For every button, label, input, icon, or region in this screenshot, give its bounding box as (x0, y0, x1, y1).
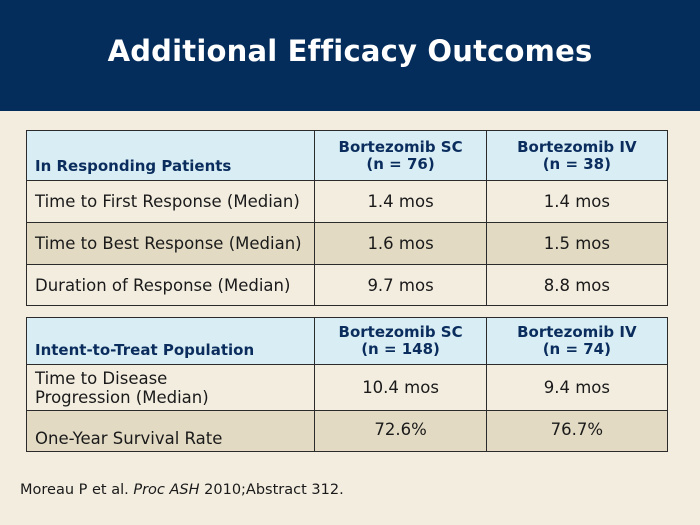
iv-value: 1.4 mos (485, 180, 669, 223)
sc-value: 72.6% (314, 410, 487, 452)
row-label: Duration of Response (Median) (25, 264, 316, 306)
column-header-n: (n = 148) (361, 340, 440, 358)
sc-value: 1.6 mos (314, 222, 487, 265)
column-header-iv: Bortezomib IV (n = 38) (485, 130, 669, 181)
citation-journal: Proc ASH (133, 482, 200, 498)
citation-authors: Moreau P et al. (20, 482, 134, 498)
iv-value: 9.4 mos (485, 364, 669, 411)
iv-value: 76.7% (485, 410, 669, 452)
iv-value: 1.5 mos (485, 222, 669, 265)
column-header-name: Bortezomib IV (517, 323, 637, 341)
slide-title: Additional Efficacy Outcomes (107, 34, 593, 68)
column-header-n: (n = 76) (366, 154, 435, 173)
column-header-name: Bortezomib SC (338, 137, 463, 156)
column-header-sc: Bortezomib SC (n = 76) (314, 130, 487, 181)
sc-value: 9.7 mos (314, 264, 487, 306)
sc-value: 10.4 mos (314, 364, 487, 411)
citation-details: 2010;Abstract 312. (199, 482, 344, 498)
table-row: Time to Best Response (Median) 1.6 mos 1… (25, 222, 669, 265)
column-header-sc: Bortezomib SC (n = 148) (314, 317, 487, 365)
row-header: In Responding Patients (25, 130, 316, 181)
row-label: Time to First Response (Median) (25, 180, 316, 223)
intent-to-treat-table: Intent-to-Treat Population Bortezomib SC… (25, 317, 669, 452)
table-header-row: In Responding Patients Bortezomib SC (n … (25, 130, 669, 181)
citation: Moreau P et al. Proc ASH 2010;Abstract 3… (20, 482, 344, 498)
row-label: Time to Best Response (Median) (25, 222, 316, 265)
row-label: One-Year Survival Rate (25, 410, 316, 452)
iv-value: 8.8 mos (485, 264, 669, 306)
responding-patients-table: In Responding Patients Bortezomib SC (n … (25, 130, 669, 306)
sc-value: 1.4 mos (314, 180, 487, 223)
column-header-n: (n = 38) (542, 154, 611, 173)
column-header-name: Bortezomib IV (517, 137, 637, 156)
column-header-name: Bortezomib SC (338, 323, 463, 341)
row-label: Time to Disease Progression (Median) (25, 364, 316, 411)
column-header-n: (n = 74) (542, 340, 611, 358)
table-row: Time to First Response (Median) 1.4 mos … (25, 180, 669, 223)
table-row: Duration of Response (Median) 9.7 mos 8.… (25, 264, 669, 306)
table-header-row: Intent-to-Treat Population Bortezomib SC… (25, 317, 669, 365)
row-header: Intent-to-Treat Population (25, 317, 316, 365)
title-banner: Additional Efficacy Outcomes (0, 0, 700, 111)
table-row: Time to Disease Progression (Median) 10.… (25, 364, 669, 411)
table-row: One-Year Survival Rate 72.6% 76.7% (25, 410, 669, 452)
column-header-iv: Bortezomib IV (n = 74) (485, 317, 669, 365)
